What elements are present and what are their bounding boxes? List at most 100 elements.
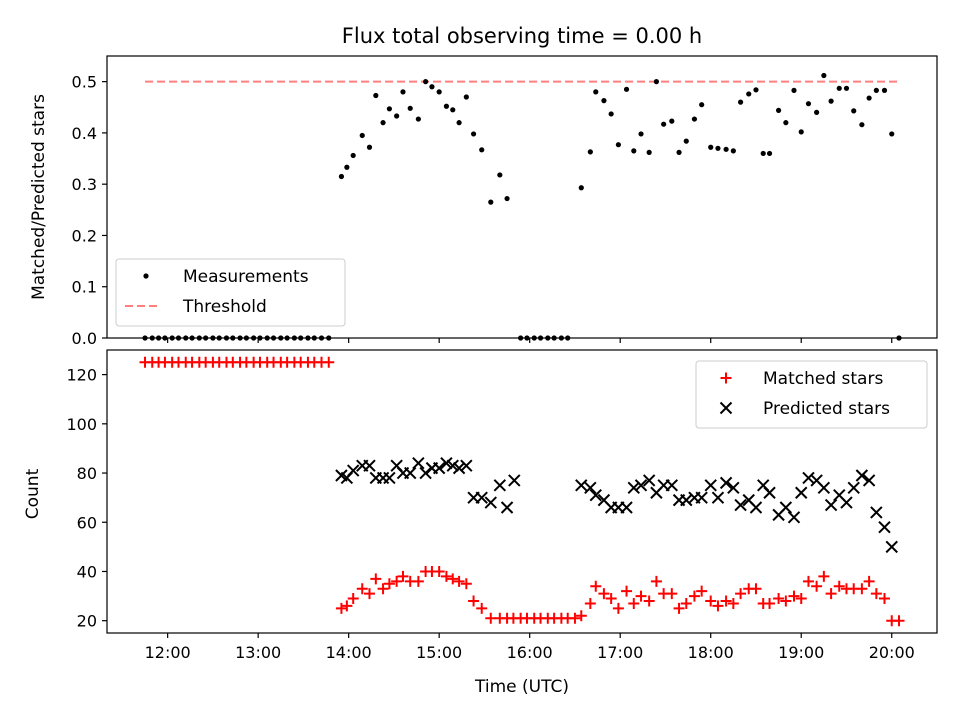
data-point <box>676 149 682 155</box>
data-point <box>488 199 494 205</box>
data-point <box>723 146 729 152</box>
data-point <box>447 573 459 585</box>
data-point <box>391 575 403 587</box>
data-point <box>855 469 869 482</box>
data-point <box>377 583 389 595</box>
data-point <box>817 481 831 495</box>
data-point <box>780 595 792 607</box>
data-point <box>862 474 876 487</box>
data-point <box>383 578 395 590</box>
data-point <box>859 122 865 128</box>
y-tick-label: 0.2 <box>72 226 97 245</box>
data-point <box>479 147 485 153</box>
data-point <box>746 91 752 97</box>
data-point <box>727 597 739 609</box>
data-point <box>776 107 782 113</box>
x-tick-label: 17:00 <box>597 643 643 662</box>
data-point <box>344 164 350 170</box>
data-point <box>412 456 425 470</box>
legend-label: Predicted stars <box>763 399 890 419</box>
data-point <box>373 92 379 99</box>
data-point <box>508 474 521 487</box>
data-point <box>683 138 689 144</box>
legend-label: Measurements <box>183 267 309 287</box>
data-point <box>476 602 488 614</box>
data-point <box>346 464 360 477</box>
data-point <box>688 590 700 602</box>
data-point <box>412 575 424 587</box>
x-tick-label: 19:00 <box>778 643 824 662</box>
data-point <box>840 496 853 509</box>
legend-key <box>143 273 149 279</box>
data-point <box>673 602 685 614</box>
data-point <box>650 575 662 587</box>
data-point <box>720 595 732 607</box>
data-point <box>394 113 400 119</box>
data-point <box>407 105 413 111</box>
bottom-series-matched-stars <box>139 356 905 627</box>
data-point <box>608 111 614 117</box>
data-point <box>661 121 667 127</box>
data-point <box>773 593 785 605</box>
y-tick-label: 100 <box>66 415 97 434</box>
data-point <box>779 501 793 514</box>
data-point <box>727 481 740 495</box>
data-point <box>766 150 773 157</box>
data-point <box>363 459 376 472</box>
data-point <box>715 145 721 151</box>
data-point <box>665 479 679 492</box>
data-point <box>795 486 808 499</box>
data-point <box>419 466 432 480</box>
data-point <box>719 476 733 490</box>
data-point <box>763 486 776 499</box>
data-point <box>484 496 497 509</box>
data-point <box>366 144 373 150</box>
legend-label: Matched stars <box>763 369 883 389</box>
y-tick-label: 60 <box>77 513 97 532</box>
data-point <box>323 356 335 368</box>
data-point <box>638 131 644 137</box>
data-point <box>347 593 359 605</box>
data-point <box>440 570 452 582</box>
data-point <box>601 98 607 104</box>
data-point <box>730 148 736 154</box>
data-point <box>760 150 766 157</box>
data-point <box>446 459 459 472</box>
data-point <box>643 595 655 607</box>
data-point <box>575 479 588 492</box>
x-tick-label: 16:00 <box>507 643 553 662</box>
data-point <box>620 501 633 514</box>
data-point <box>504 195 510 202</box>
data-point <box>851 108 857 114</box>
x-tick-label: 18:00 <box>688 643 734 662</box>
y-tick-label: 40 <box>77 562 97 581</box>
data-point <box>737 99 744 105</box>
data-point <box>500 501 514 514</box>
data-point <box>386 106 392 112</box>
chart-title: Flux total observing time = 0.00 h <box>342 24 702 48</box>
data-point <box>825 588 837 600</box>
data-point <box>735 588 747 600</box>
data-point <box>460 578 472 590</box>
data-point <box>436 89 442 95</box>
data-point <box>612 602 624 614</box>
data-point <box>341 600 353 612</box>
data-point <box>856 583 868 595</box>
data-point <box>440 456 453 470</box>
data-point <box>870 506 883 519</box>
data-point <box>432 461 446 475</box>
data-point <box>749 501 763 514</box>
y-tick-label: 0.0 <box>72 329 97 348</box>
data-point <box>575 610 587 622</box>
data-point <box>456 120 462 126</box>
data-point <box>885 540 898 554</box>
data-point <box>711 491 725 504</box>
data-point <box>708 144 714 150</box>
top-axes-frame <box>106 55 938 339</box>
data-point <box>878 520 891 534</box>
data-point <box>691 116 698 122</box>
data-point <box>590 580 602 592</box>
data-point <box>791 87 797 93</box>
data-point <box>359 132 365 139</box>
data-point <box>450 107 456 113</box>
